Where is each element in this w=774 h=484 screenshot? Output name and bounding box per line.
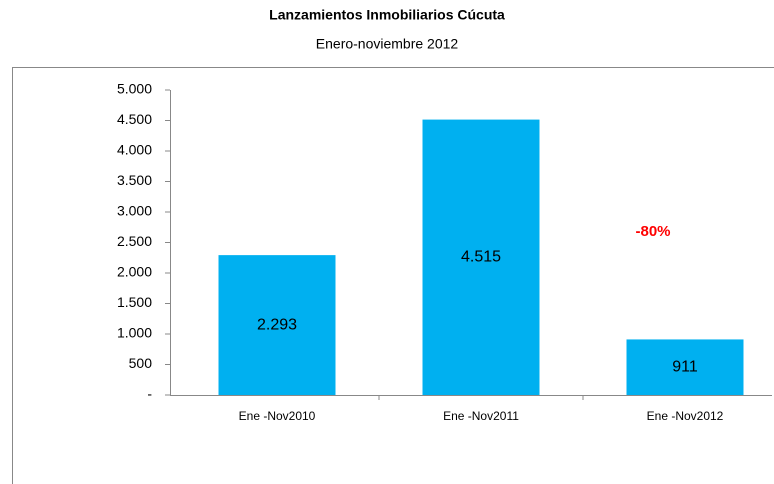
y-tick-label: 3.000 (117, 203, 152, 219)
y-tick-label: - (147, 386, 152, 402)
chart-frame (12, 67, 774, 484)
x-tick-label: Ene -Nov2010 (239, 409, 316, 423)
chart-title: Lanzamientos Inmobiliarios Cúcuta (269, 7, 505, 23)
y-tick-label: 5.000 (117, 81, 152, 97)
data-label: 4.515 (461, 249, 501, 266)
y-tick-label: 4.000 (117, 142, 152, 158)
bar (626, 339, 744, 395)
annotation: -80% (635, 223, 670, 240)
data-label: 911 (672, 358, 698, 375)
bar (218, 255, 336, 395)
y-tick-label: 2.500 (117, 233, 152, 249)
y-tick-label: 3.500 (117, 172, 152, 188)
bar (422, 119, 540, 396)
y-tick-label: 2.000 (117, 264, 152, 280)
y-tick-label: 1.000 (117, 325, 152, 341)
y-tick-label: 500 (129, 355, 153, 371)
x-tick-label: Ene -Nov2011 (443, 409, 519, 423)
data-label: 2.293 (257, 316, 297, 333)
y-tick-label: 1.500 (117, 294, 152, 310)
chart-subtitle: Enero-noviembre 2012 (316, 36, 459, 52)
y-tick-label: 4.500 (117, 111, 152, 127)
x-tick-label: Ene -Nov2012 (647, 409, 724, 423)
